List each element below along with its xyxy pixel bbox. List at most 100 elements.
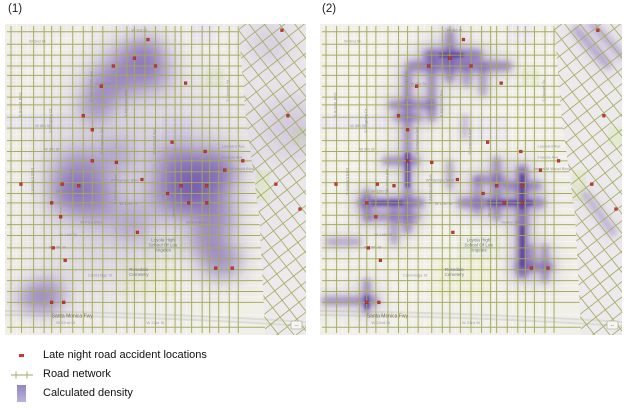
- svg-text:S Alexandria Ave: S Alexandria Ave: [112, 173, 117, 204]
- map-panel-network-density: W 2nd St W 3rd St W 6th St W 8th St W 9th St…: [320, 24, 622, 335]
- accident-point: [377, 300, 381, 304]
- accident-point: [499, 81, 503, 85]
- accident-point: [241, 159, 245, 163]
- accident-point: [614, 207, 618, 211]
- svg-text:W Olympic Blvd: W Olympic Blvd: [426, 178, 454, 183]
- accident-point: [183, 81, 188, 85]
- svg-text:W 15th St: W 15th St: [49, 244, 67, 249]
- svg-text:S Normandie Ave: S Normandie Ave: [88, 70, 93, 102]
- svg-text:S Mariposa Ave: S Mariposa Ave: [414, 126, 419, 155]
- svg-text:Menlo Ave: Menlo Ave: [487, 197, 492, 216]
- accident-point: [556, 159, 561, 163]
- svg-text:W 9th St: W 9th St: [44, 147, 60, 152]
- accident-point: [298, 207, 302, 211]
- svg-text:S Ardmore Ave: S Ardmore Ave: [69, 168, 74, 195]
- freeway-centerline: [320, 311, 622, 326]
- svg-text:W 6th St: W 6th St: [411, 81, 427, 86]
- svg-text:Loyola High: Loyola High: [151, 238, 175, 243]
- road-line-icon: [10, 371, 33, 378]
- svg-text:W 2nd St: W 2nd St: [29, 38, 46, 43]
- accident-point: [415, 84, 419, 88]
- accident-point: [153, 64, 158, 68]
- accident-point: [596, 28, 600, 32]
- accident-point: [378, 258, 383, 262]
- svg-text:W Pico Blvd: W Pico Blvd: [396, 220, 418, 225]
- accident-point: [486, 140, 490, 144]
- accident-point: [50, 201, 54, 205]
- accident-point: [529, 266, 534, 270]
- svg-text:Angeles: Angeles: [155, 248, 172, 253]
- street-labels: W 2nd St W 3rd St W 6th St W 8th St W 9th St…: [333, 28, 570, 325]
- svg-text:W Olympic Blvd: W Olympic Blvd: [110, 178, 138, 183]
- accident-point: [502, 201, 506, 205]
- basemap-area-park: [608, 126, 622, 146]
- attribution-collapse-icon: [290, 320, 303, 330]
- accident-point: [132, 56, 137, 60]
- panel-2-label: (2): [322, 3, 337, 15]
- svg-text:S Kingsley Dr: S Kingsley Dr: [48, 108, 53, 133]
- accident-points-layer: [334, 28, 618, 304]
- legend-label-accidents: Late night road accident locations: [43, 349, 207, 361]
- svg-text:W 2nd St: W 2nd St: [344, 38, 361, 43]
- accident-point: [495, 184, 499, 188]
- svg-text:Magnolia Ave: Magnolia Ave: [521, 186, 526, 211]
- svg-text:S Hoover St: S Hoover St: [541, 79, 546, 101]
- svg-text:Loyola High: Loyola High: [467, 238, 491, 243]
- accident-point: [165, 191, 170, 196]
- svg-text:W 8th St: W 8th St: [35, 123, 51, 128]
- svg-text:S Mariposa Ave: S Mariposa Ave: [99, 126, 104, 155]
- svg-text:S Vermont Ave: S Vermont Ave: [152, 127, 157, 154]
- accident-point: [63, 258, 67, 262]
- basemap-area-lavender_block: [507, 24, 532, 43]
- accident-point: [392, 184, 396, 188]
- attribution-minus-glyph: –: [295, 324, 299, 330]
- svg-text:Magnolia Ave: Magnolia Ave: [206, 186, 211, 211]
- accident-point: [230, 266, 234, 270]
- svg-text:W 9th St: W 9th St: [359, 147, 375, 152]
- accident-points-layer: [19, 28, 302, 304]
- accident-point: [60, 182, 64, 186]
- accident-point: [140, 177, 144, 182]
- svg-text:Francis Ave: Francis Ave: [222, 154, 244, 159]
- accident-point: [146, 37, 150, 42]
- svg-text:Leeward Ave: Leeward Ave: [222, 143, 246, 148]
- attribution-minus-glyph: –: [611, 324, 615, 330]
- accident-point: [51, 246, 55, 250]
- accident-point: [274, 182, 278, 186]
- svg-text:S Hobart Blvd: S Hobart Blvd: [333, 93, 338, 118]
- legend-label-road-network: Road network: [43, 368, 111, 380]
- accident-point: [405, 159, 410, 163]
- accident-point: [546, 266, 550, 270]
- accident-point: [519, 149, 523, 154]
- svg-text:W 8th St: W 8th St: [350, 123, 366, 128]
- accident-point: [538, 168, 543, 172]
- svg-text:Rosedale: Rosedale: [129, 267, 149, 272]
- street-labels: W 2nd St W 3rd St W 6th St W 8th St W 9th St…: [18, 28, 254, 325]
- svg-text:W 14th St: W 14th St: [59, 232, 77, 237]
- svg-text:Leeward Ave: Leeward Ave: [537, 143, 561, 148]
- svg-text:Cemetery: Cemetery: [445, 272, 465, 277]
- accident-point: [334, 182, 338, 186]
- accident-point: [214, 266, 218, 270]
- accident-point: [19, 182, 23, 186]
- svg-text:S Kenmore Ave: S Kenmore Ave: [438, 89, 443, 117]
- panel-1-label: (1): [8, 3, 23, 15]
- svg-text:Venice Blvd: Venice Blvd: [501, 220, 522, 225]
- svg-text:W 11th St: W 11th St: [56, 188, 74, 193]
- accident-point: [481, 191, 485, 196]
- accident-point: [50, 300, 54, 304]
- accident-point: [114, 160, 118, 164]
- svg-text:W 6th St: W 6th St: [95, 81, 111, 86]
- accident-point: [280, 28, 284, 32]
- svg-text:W 22nd St: W 22nd St: [56, 320, 76, 325]
- legend: Late night road accident locations Road …: [0, 346, 310, 403]
- accident-point: [602, 114, 606, 118]
- accident-point: [99, 84, 103, 88]
- svg-text:S Normandie Ave: S Normandie Ave: [404, 70, 409, 102]
- accident-point: [396, 114, 401, 118]
- svg-text:Menlo Ave: Menlo Ave: [171, 197, 176, 216]
- accident-point: [223, 168, 227, 172]
